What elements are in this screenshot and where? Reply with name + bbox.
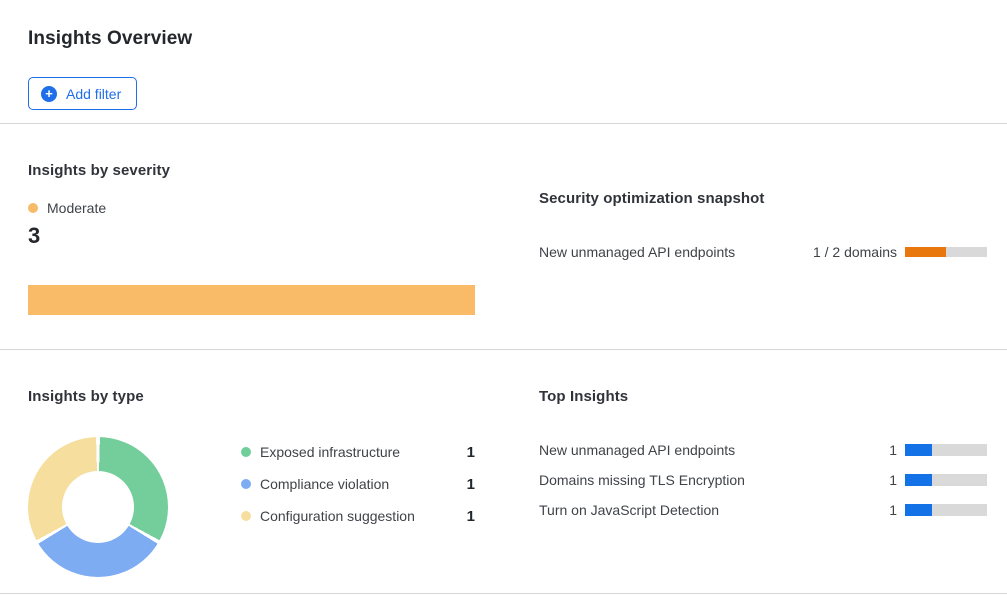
top-insight-label: Turn on JavaScript Detection [539, 501, 720, 518]
insights-by-type-donut-chart [28, 437, 168, 577]
top-insight-row: Turn on JavaScript Detection 1 [539, 501, 987, 518]
top-insight-progress-fill [905, 473, 933, 486]
severity-bar-fill [28, 285, 475, 315]
top-insight-count: 1 [889, 471, 897, 488]
add-filter-button[interactable]: + Add filter [28, 77, 138, 110]
legend-count: 1 [466, 507, 475, 525]
top-insight-progress-bar [905, 503, 987, 516]
mid-divider [0, 349, 1007, 350]
page-header: Insights Overview + Add filter [0, 0, 1007, 110]
compliance-violation-dot [241, 479, 251, 489]
top-insights-list: New unmanaged API endpoints 1 Domains mi… [539, 441, 987, 518]
security-optimization-snapshot-card: Security optimization snapshot New unman… [539, 124, 987, 349]
insights-by-type-card: Insights by type Exposed infrastructure … [28, 350, 475, 593]
top-insight-progress-fill [905, 443, 933, 456]
severity-count: 3 [28, 223, 41, 248]
legend-row-exposed-infrastructure: Exposed infrastructure 1 [241, 443, 475, 461]
configuration-suggestion-dot [241, 511, 251, 521]
top-insights-card: Top Insights New unmanaged API endpoints… [539, 350, 987, 593]
header-divider [0, 123, 1007, 124]
severity-legend: Moderate [28, 200, 475, 216]
plus-circle-icon: + [41, 85, 57, 102]
legend-label: Compliance violation [260, 476, 390, 492]
insights-by-type-content: Exposed infrastructure 1 Compliance viol… [28, 437, 475, 577]
snapshot-progress-bar [905, 247, 987, 257]
top-insight-progress-fill [905, 503, 933, 516]
top-insights-heading: Top Insights [539, 388, 629, 405]
snapshot-row: New unmanaged API endpoints 1 / 2 domain… [539, 244, 987, 260]
top-insight-count: 1 [889, 501, 897, 518]
insights-by-severity-heading: Insights by severity [28, 162, 171, 179]
row-severity-snapshot: Insights by severity Moderate 3 Security… [0, 124, 1007, 349]
severity-bar-chart [28, 285, 475, 315]
top-insight-progress-bar [905, 473, 987, 486]
top-insight-progress-bar [905, 443, 987, 456]
moderate-legend-label: Moderate [47, 200, 107, 216]
legend-row-compliance-violation: Compliance violation 1 [241, 475, 475, 493]
legend-row-configuration-suggestion: Configuration suggestion 1 [241, 507, 475, 525]
top-insight-label: New unmanaged API endpoints [539, 441, 736, 458]
page-title: Insights Overview [28, 28, 193, 49]
legend-count: 1 [466, 443, 475, 461]
top-insight-label: Domains missing TLS Encryption [539, 471, 745, 488]
row-type-topinsights: Insights by type Exposed infrastructure … [0, 350, 1007, 593]
snapshot-progress-fill [905, 247, 946, 257]
exposed-infrastructure-dot [241, 447, 251, 457]
top-insight-count: 1 [889, 441, 897, 458]
legend-label: Configuration suggestion [260, 508, 415, 524]
legend-count: 1 [466, 475, 475, 493]
insights-by-severity-card: Insights by severity Moderate 3 [28, 124, 475, 349]
insights-by-type-legend: Exposed infrastructure 1 Compliance viol… [241, 443, 475, 577]
snapshot-row-label: New unmanaged API endpoints [539, 244, 736, 260]
top-insight-row: New unmanaged API endpoints 1 [539, 441, 987, 458]
legend-label: Exposed infrastructure [260, 444, 401, 460]
bottom-divider [0, 593, 1007, 594]
snapshot-row-value: 1 / 2 domains [812, 244, 897, 260]
insights-by-type-heading: Insights by type [28, 388, 144, 405]
moderate-legend-dot [28, 203, 38, 213]
top-insight-row: Domains missing TLS Encryption 1 [539, 471, 987, 488]
security-optimization-snapshot-heading: Security optimization snapshot [539, 190, 765, 207]
add-filter-label: Add filter [66, 85, 122, 102]
